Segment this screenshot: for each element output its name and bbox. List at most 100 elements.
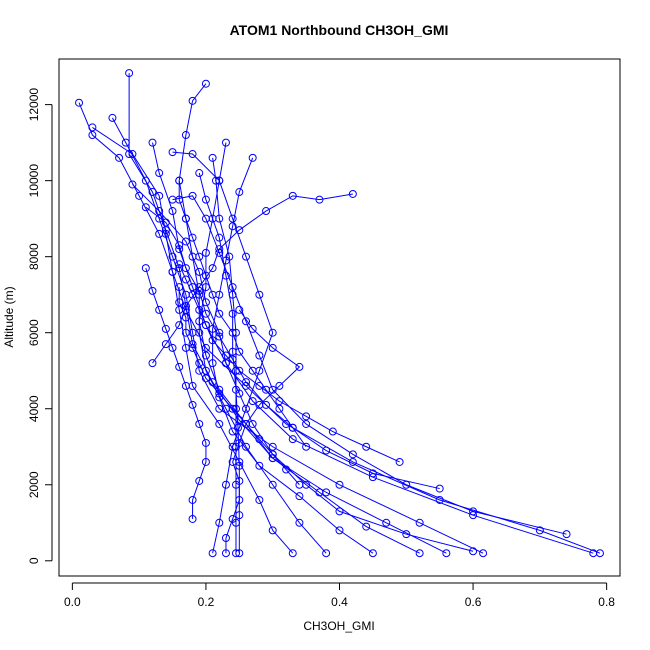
profile-series <box>221 305 304 558</box>
profile-point <box>188 495 197 504</box>
profile-point <box>195 419 204 428</box>
profile-point <box>115 153 124 162</box>
profile-series <box>88 123 297 558</box>
profile-point <box>268 343 277 352</box>
profile-point <box>188 96 197 105</box>
profile-line <box>212 157 374 554</box>
profile-point <box>195 267 204 276</box>
profile-point <box>228 457 237 466</box>
profile-series <box>108 113 488 558</box>
profile-point <box>382 518 391 527</box>
profile-point <box>302 412 311 421</box>
profile-point <box>201 351 210 360</box>
profile-point <box>201 321 210 330</box>
profile-point <box>128 180 137 189</box>
profile-point <box>288 549 297 558</box>
profile-point <box>215 332 224 341</box>
profile-series <box>148 189 357 368</box>
profile-point <box>362 522 371 531</box>
profile-point <box>268 450 277 459</box>
profile-line <box>92 127 294 554</box>
profile-point <box>235 347 244 356</box>
profile-point <box>235 389 244 398</box>
profile-point <box>368 469 377 478</box>
profile-point <box>181 131 190 140</box>
profile-point <box>215 245 224 254</box>
profile-point <box>195 283 204 292</box>
profile-point <box>181 313 190 322</box>
profile-point <box>148 359 157 368</box>
profile-point <box>235 511 244 520</box>
profile-line <box>152 142 594 554</box>
profile-line <box>198 142 420 554</box>
profile-point <box>442 549 451 558</box>
profile-point <box>235 226 244 235</box>
profile-point <box>235 549 244 558</box>
profile-point <box>188 233 197 242</box>
x-axis: 0.0 0.2 0.4 0.6 0.8 <box>64 582 615 609</box>
profile-point <box>242 317 250 326</box>
profile-point <box>335 526 344 535</box>
profile-point <box>228 442 237 451</box>
profile-point <box>208 336 217 345</box>
profile-point <box>288 423 297 432</box>
profile-point <box>175 176 184 185</box>
profile-point <box>242 378 250 387</box>
profile-point <box>228 283 237 292</box>
y-tick-label: 10000 <box>27 164 41 198</box>
profile-point <box>275 397 284 406</box>
x-tick-label: 0.8 <box>598 595 615 609</box>
profile-point <box>215 233 224 242</box>
profile-point <box>208 549 217 558</box>
profile-point <box>235 188 244 197</box>
profile-point <box>201 438 210 447</box>
profile-point <box>188 343 197 352</box>
profile-point <box>175 298 184 307</box>
profile-point <box>201 309 210 318</box>
profile-point <box>161 324 170 333</box>
profile-point <box>195 305 204 314</box>
profile-line <box>172 151 274 554</box>
profile-point <box>415 518 424 527</box>
profile-line <box>132 184 474 552</box>
profile-point <box>108 113 117 122</box>
profile-point <box>235 366 244 375</box>
profile-point <box>201 457 210 466</box>
profile-point <box>195 359 204 368</box>
profile-point <box>181 275 190 284</box>
profile-point <box>288 435 297 444</box>
profile-point <box>215 309 224 318</box>
profile-point <box>235 476 244 485</box>
profile-point <box>302 419 311 428</box>
profile-point <box>201 271 210 280</box>
profile-point <box>175 362 184 371</box>
profile-point <box>195 476 204 485</box>
profile-line <box>128 73 447 554</box>
profile-point <box>348 189 357 198</box>
profile-point <box>181 214 190 223</box>
profile-point <box>155 169 164 178</box>
x-tick-label: 0.2 <box>198 595 215 609</box>
x-tick-label: 0.0 <box>64 595 81 609</box>
profile-point <box>215 389 224 398</box>
profile-point <box>168 207 177 216</box>
profile-series <box>168 148 277 558</box>
profile-point <box>275 381 284 390</box>
profile-point <box>221 271 230 280</box>
profile-point <box>148 138 157 147</box>
profile-point <box>88 131 97 140</box>
profile-point <box>255 435 264 444</box>
profile-point <box>255 290 264 299</box>
profile-point <box>208 290 217 299</box>
profile-point <box>161 229 170 238</box>
profile-point <box>125 69 134 78</box>
profile-point <box>368 549 377 558</box>
y-tick-label: 2000 <box>27 471 41 498</box>
profile-point <box>141 264 150 273</box>
profile-point <box>221 533 230 542</box>
profile-point <box>188 514 197 523</box>
profile-point <box>181 302 190 311</box>
profile-line <box>172 195 567 535</box>
profile-point <box>195 317 204 326</box>
profile-point <box>201 214 210 223</box>
